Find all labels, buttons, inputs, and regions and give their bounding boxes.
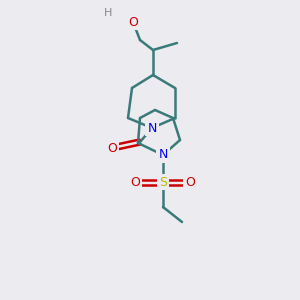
Text: N: N bbox=[158, 148, 168, 161]
Text: S: S bbox=[159, 176, 167, 188]
Text: O: O bbox=[185, 176, 195, 188]
Text: H: H bbox=[104, 8, 112, 18]
Text: O: O bbox=[130, 176, 140, 188]
Text: N: N bbox=[147, 122, 157, 134]
Text: O: O bbox=[128, 16, 138, 28]
Text: O: O bbox=[107, 142, 117, 154]
